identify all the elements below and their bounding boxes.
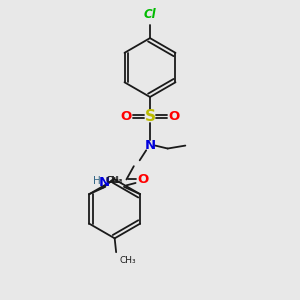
Text: CH₃: CH₃ — [106, 176, 122, 185]
Text: N: N — [99, 176, 110, 189]
Text: Cl: Cl — [144, 8, 156, 21]
Text: N: N — [144, 139, 156, 152]
Text: O: O — [137, 173, 148, 186]
Text: S: S — [145, 109, 155, 124]
Text: O: O — [120, 110, 131, 123]
Text: O: O — [169, 110, 180, 123]
Text: CH₃: CH₃ — [119, 256, 136, 265]
Text: CH₃: CH₃ — [107, 176, 124, 185]
Text: H: H — [93, 176, 101, 186]
